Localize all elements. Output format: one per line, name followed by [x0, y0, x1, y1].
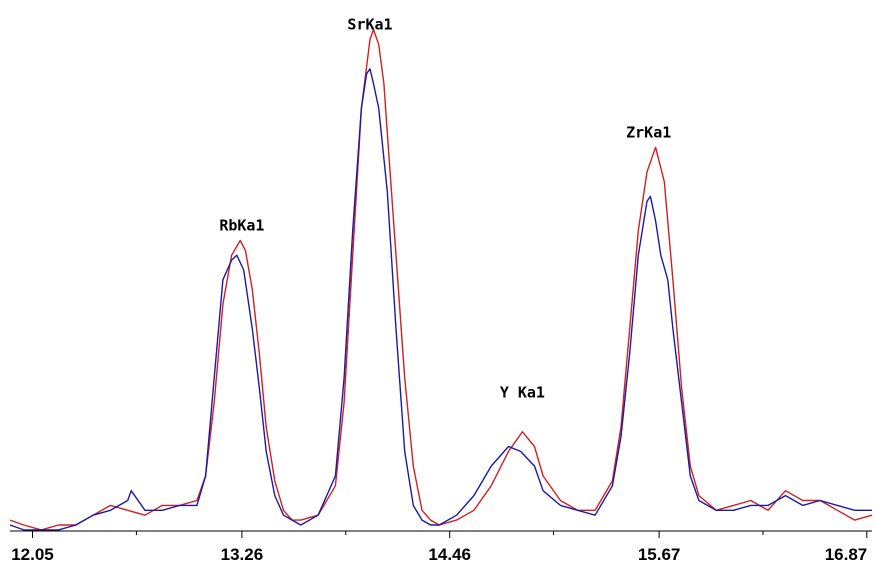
peak-label-layer: RbKa1 SrKa1 Y Ka1 ZrKa1: [219, 15, 671, 401]
peak-label: ZrKa1: [626, 123, 671, 141]
x-tick-label: 12.05: [11, 545, 54, 564]
series-line-1: [9, 28, 873, 531]
series-layer: [9, 28, 873, 531]
x-axis-ticks: 12.05 13.26 14.46 15.67 16.87: [11, 531, 868, 564]
x-tick-label: 14.46: [428, 545, 471, 564]
peak-label: RbKa1: [219, 217, 264, 235]
x-tick-label: 15.67: [638, 545, 681, 564]
peak-label: SrKa1: [347, 15, 392, 33]
x-tick-label: 16.87: [825, 545, 868, 564]
peak-label: Y Ka1: [500, 383, 545, 401]
x-tick-label: 13.26: [221, 545, 264, 564]
series-line-2: [9, 68, 872, 531]
